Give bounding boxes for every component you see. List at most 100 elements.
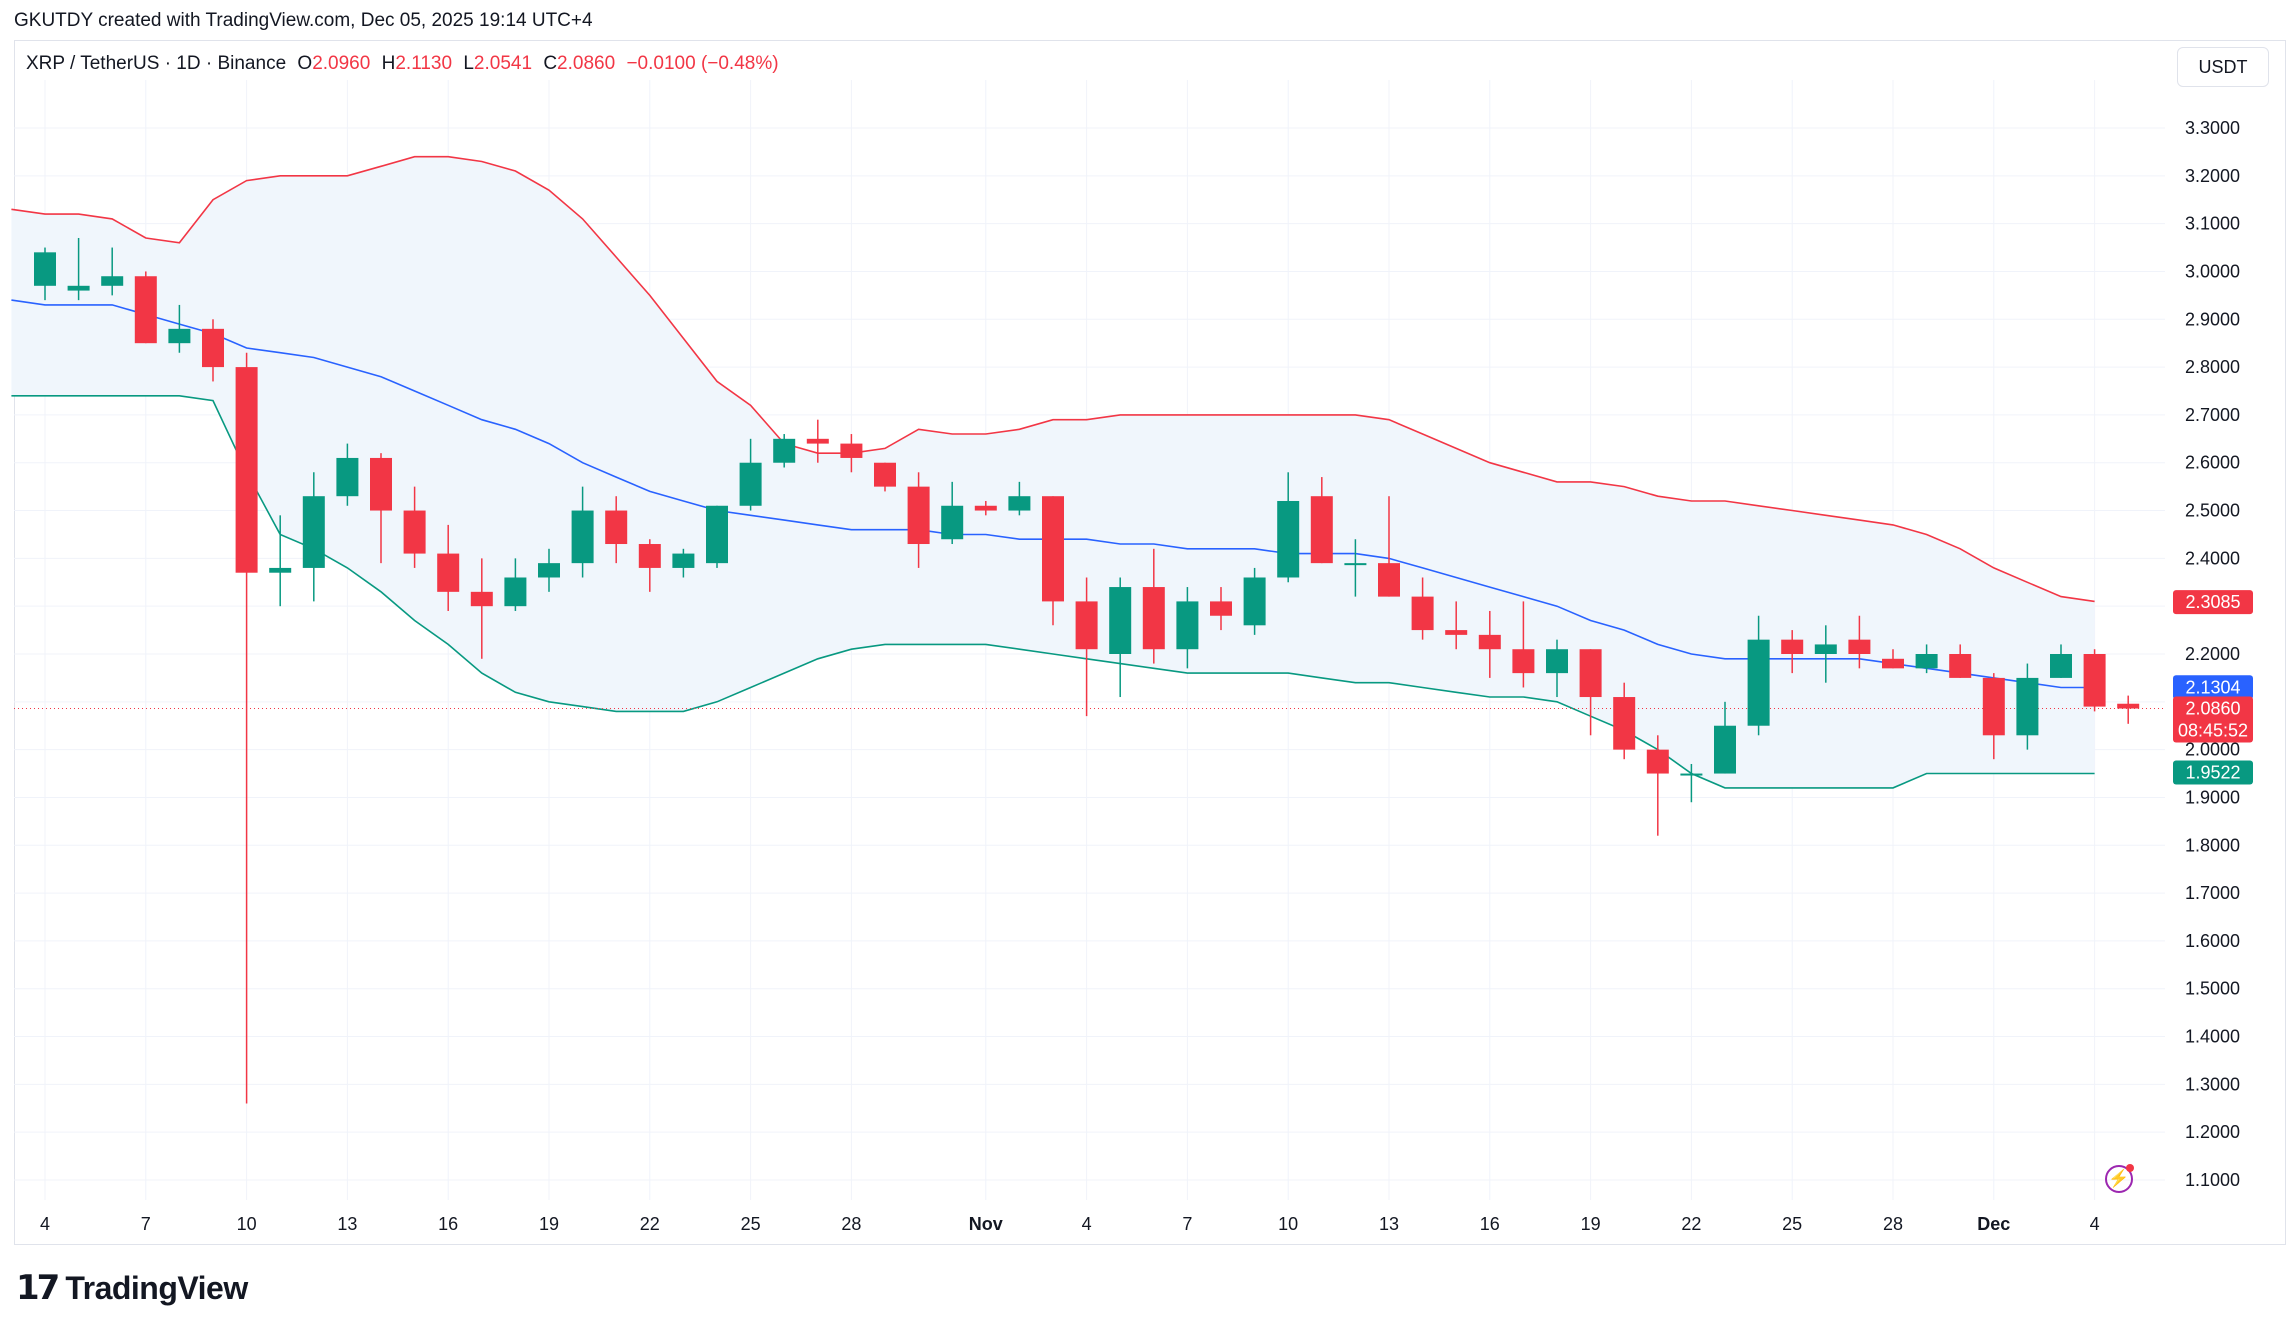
candle-body: [504, 577, 527, 607]
candle-body: [302, 496, 325, 568]
x-axis-tick-label: 10: [237, 1214, 257, 1234]
candle-body: [269, 567, 292, 573]
candle-up: [1915, 644, 1938, 674]
candle-body: [1176, 601, 1199, 650]
candle-body: [907, 486, 930, 545]
candle-body: [67, 285, 90, 291]
x-axis-tick-label: 10: [1278, 1214, 1298, 1234]
currency-button[interactable]: USDT: [2177, 47, 2269, 87]
candle-down: [1613, 682, 1636, 760]
candle-body: [974, 505, 997, 511]
candle-up: [1008, 481, 1031, 516]
candle-body: [1277, 500, 1300, 578]
y-axis-tick-label: 2.4000: [2185, 548, 2240, 568]
lightning-alert-icon[interactable]: ⚡: [2105, 1164, 2134, 1193]
candle-up: [1109, 577, 1132, 698]
candle-body: [1109, 587, 1132, 654]
x-axis-tick-label: 16: [438, 1214, 458, 1234]
candle-body: [1848, 639, 1871, 654]
x-axis-tick-label: 13: [1379, 1214, 1399, 1234]
candle-down: [1478, 610, 1501, 678]
candle-body: [168, 328, 191, 344]
candle-body: [134, 276, 157, 344]
price-label-countdown: 08:45:52: [2178, 721, 2248, 741]
price-label-value: 2.0860: [2185, 699, 2240, 719]
candle-down: [403, 486, 426, 568]
x-axis-tick-label: 22: [1681, 1214, 1701, 1234]
candle-up: [269, 515, 292, 607]
candle-down: [2083, 649, 2106, 712]
candle-body: [2117, 703, 2140, 709]
candle-body: [235, 367, 258, 573]
candle-up: [1680, 763, 1703, 803]
symbol-title[interactable]: XRP / TetherUS · 1D · Binance: [26, 53, 287, 74]
candle-up: [302, 472, 325, 602]
candle-body: [1646, 749, 1669, 774]
candle-down: [1210, 587, 1232, 631]
candle-down: [1949, 644, 1972, 678]
candle-body: [336, 457, 359, 497]
bollinger-band-fill: [11, 156, 2095, 788]
x-axis-tick-label: 16: [1480, 1214, 1500, 1234]
candle-down: [907, 472, 930, 568]
x-axis-tick-label: 7: [1182, 1214, 1192, 1234]
y-axis-tick-label: 2.2000: [2185, 644, 2240, 664]
candle-body: [874, 462, 896, 487]
candle-body: [672, 553, 695, 568]
candle-up: [773, 434, 796, 468]
candle-body: [1008, 496, 1031, 511]
candle-down: [1310, 477, 1333, 564]
candle-body: [34, 252, 56, 286]
x-axis-tick-label: Dec: [1977, 1214, 2010, 1234]
candle-up: [1243, 567, 1266, 635]
candle-down: [1579, 649, 1602, 736]
candle-body: [1310, 496, 1333, 564]
candle-body: [202, 328, 224, 368]
candle-down: [134, 271, 157, 344]
y-axis-tick-label: 3.3000: [2185, 118, 2240, 138]
candle-down: [840, 434, 863, 473]
candle-down: [235, 352, 258, 1104]
symbol-legend: XRP / TetherUS · 1D · Binance O2.0960 H2…: [26, 53, 785, 75]
candle-down: [1075, 577, 1098, 717]
candle-body: [1445, 630, 1468, 635]
x-axis-tick-label: 4: [40, 1214, 50, 1234]
candle-down: [1411, 577, 1434, 640]
candle-body: [403, 510, 426, 554]
candle-body: [1411, 596, 1434, 631]
candle-body: [1680, 773, 1703, 776]
y-axis-tick-label: 2.6000: [2185, 453, 2240, 473]
y-axis-tick-label: 2.8000: [2185, 357, 2240, 377]
candle-up: [1176, 587, 1199, 669]
candle-body: [1478, 634, 1501, 650]
y-axis-tick-label: 1.1000: [2185, 1170, 2240, 1190]
candle-up: [571, 486, 594, 578]
candle-down: [1445, 601, 1468, 650]
candle-up: [336, 443, 359, 506]
candle-body: [1882, 658, 1904, 669]
candle-body: [1142, 587, 1165, 650]
candle-up: [168, 304, 191, 353]
legend-open: O2.0960: [297, 53, 371, 74]
candle-body: [605, 510, 628, 545]
candle-up: [739, 438, 762, 511]
candle-up: [67, 237, 90, 301]
x-axis-tick-label: 28: [841, 1214, 861, 1234]
y-axis-tick-label: 1.5000: [2185, 979, 2240, 999]
legend-close: C2.0860: [543, 53, 616, 74]
candle-up: [1814, 625, 1837, 683]
candle-down: [1848, 615, 1871, 669]
candle-down: [1781, 630, 1804, 674]
candle-down: [806, 419, 829, 463]
x-axis-tick-label: 4: [1082, 1214, 1092, 1234]
price-label-value: 2.1304: [2185, 677, 2240, 697]
x-axis-tick-label: 7: [141, 1214, 151, 1234]
y-axis-tick-label: 2.5000: [2185, 501, 2240, 521]
candle-down: [1512, 601, 1535, 688]
candle-down: [1882, 649, 1904, 669]
candle-body: [941, 505, 964, 540]
candle-down: [1042, 496, 1064, 626]
candle-down: [974, 500, 997, 516]
